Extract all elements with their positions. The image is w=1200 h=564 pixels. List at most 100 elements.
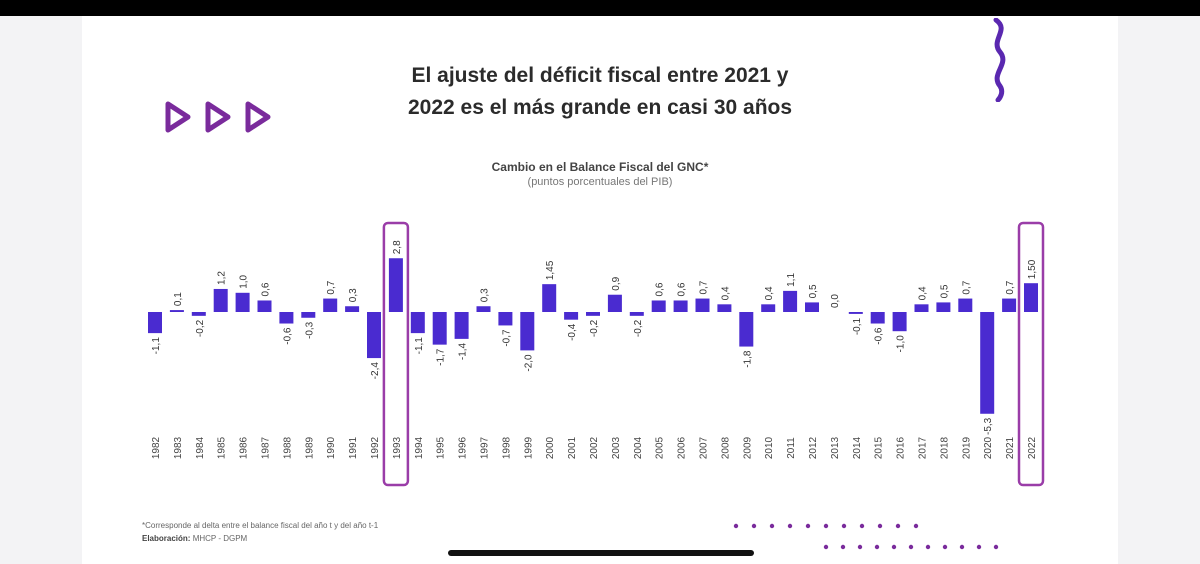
value-label-1999: -2,0	[523, 354, 534, 372]
value-label-1983: 0,1	[173, 292, 184, 306]
dot	[908, 544, 914, 550]
bar-2018	[936, 302, 951, 312]
dot	[925, 544, 931, 550]
decorative-dots	[733, 523, 999, 550]
bar-1997	[476, 306, 491, 312]
chart-main-title: El ajuste del déficit fiscal entre 2021 …	[407, 64, 793, 119]
value-label-2010: 0,4	[764, 286, 775, 300]
value-label-2006: 0,6	[677, 282, 688, 296]
tick-label-2019: 2019	[961, 436, 972, 459]
value-label-2017: 0,4	[918, 286, 929, 300]
bar-1991	[345, 306, 360, 312]
bar-2004	[629, 312, 644, 316]
tick-label-1989: 1989	[304, 436, 315, 459]
credit: Elaboración: MHCP - DGPM	[142, 534, 248, 543]
tick-label-2011: 2011	[786, 437, 797, 459]
bar-2003	[607, 294, 622, 312]
value-label-2022: 1,50	[1027, 259, 1038, 279]
value-label-1994: -1,1	[414, 337, 425, 355]
tick-label-2022: 2022	[1027, 436, 1038, 459]
tick-label-1992: 1992	[370, 436, 381, 459]
value-label-2011: 1,1	[786, 273, 797, 287]
tick-label-2006: 2006	[677, 436, 688, 459]
tick-label-2010: 2010	[764, 436, 775, 459]
value-label-2001: -0,4	[567, 323, 578, 341]
bar-2007	[695, 298, 710, 312]
value-label-2018: 0,5	[939, 284, 950, 298]
bar-1983	[169, 310, 184, 312]
value-label-2021: 0,7	[1005, 280, 1016, 294]
tick-label-1986: 1986	[239, 436, 250, 459]
bar-1984	[191, 312, 206, 316]
bar-2015	[870, 312, 885, 324]
bar-1999	[520, 312, 535, 351]
value-label-2013: 0,0	[830, 294, 841, 308]
bar-2021	[1002, 298, 1017, 312]
dot	[751, 523, 757, 529]
dot	[976, 544, 982, 550]
bar-2008	[717, 304, 732, 312]
dot	[993, 544, 999, 550]
value-label-2016: -1,0	[896, 335, 907, 353]
value-label-2019: 0,7	[961, 280, 972, 294]
highlight-frame-1993	[382, 221, 410, 487]
tick-label-1999: 1999	[523, 436, 534, 459]
tick-label-2013: 2013	[830, 436, 841, 459]
tick-label-2015: 2015	[874, 436, 885, 459]
home-indicator[interactable]	[448, 550, 754, 556]
value-label-2000: 1,45	[545, 260, 556, 280]
value-label-2014: -0,1	[852, 317, 863, 335]
bar-2012	[805, 302, 819, 312]
tick-label-2008: 2008	[720, 436, 731, 459]
tick-label-1982: 1982	[151, 436, 162, 459]
value-label-1987: 0,6	[261, 282, 272, 296]
tick-label-2016: 2016	[896, 436, 907, 459]
tick-label-2001: 2001	[567, 436, 578, 459]
bar-2017	[914, 304, 929, 312]
value-label-1995: -1,7	[436, 348, 447, 366]
bar-1994	[410, 312, 425, 334]
value-label-1993: 2,8	[392, 240, 403, 254]
tick-label-2005: 2005	[655, 436, 666, 459]
bar-1992	[367, 312, 381, 359]
dot	[913, 523, 919, 529]
value-label-2002: -0,2	[589, 319, 600, 337]
tick-label-1985: 1985	[217, 436, 228, 459]
dot	[895, 523, 901, 529]
dot	[733, 523, 739, 529]
bar-2022	[1024, 283, 1038, 312]
value-label-2004: -0,2	[633, 319, 644, 337]
bar-2014	[848, 312, 863, 314]
tick-label-1991: 1991	[348, 436, 359, 459]
dot	[859, 523, 865, 529]
tick-label-2007: 2007	[699, 436, 710, 459]
tick-label-2014: 2014	[852, 436, 863, 459]
bar-2006	[673, 300, 688, 312]
value-label-2003: 0,9	[611, 276, 622, 290]
bar-1988	[279, 312, 294, 324]
value-label-1989: -0,3	[304, 321, 315, 339]
dot	[840, 544, 846, 550]
bar-1990	[323, 298, 338, 312]
dot	[959, 544, 965, 550]
bar-2001	[564, 312, 579, 320]
value-label-1998: -0,7	[501, 329, 512, 347]
value-label-1992: -2,4	[370, 362, 381, 380]
bar-1993	[388, 258, 403, 312]
bar-2010	[761, 304, 776, 312]
value-label-2009: -1,8	[742, 350, 753, 368]
value-label-1985: 1,2	[217, 271, 228, 285]
tick-label-2021: 2021	[1005, 436, 1016, 459]
bar-1989	[301, 312, 316, 318]
tick-label-2020: 2020	[983, 436, 994, 459]
footnote: *Corresponde al delta entre el balance f…	[142, 521, 379, 530]
tick-label-1997: 1997	[480, 436, 491, 459]
chart-subtitle: (puntos porcentuales del PIB)	[527, 176, 673, 188]
bar-1998	[498, 312, 513, 326]
chevrons-icon	[165, 101, 271, 133]
bar-2019	[958, 298, 973, 312]
tick-label-1998: 1998	[501, 436, 512, 459]
bar-1996	[454, 312, 469, 339]
tick-label-1994: 1994	[414, 436, 425, 459]
